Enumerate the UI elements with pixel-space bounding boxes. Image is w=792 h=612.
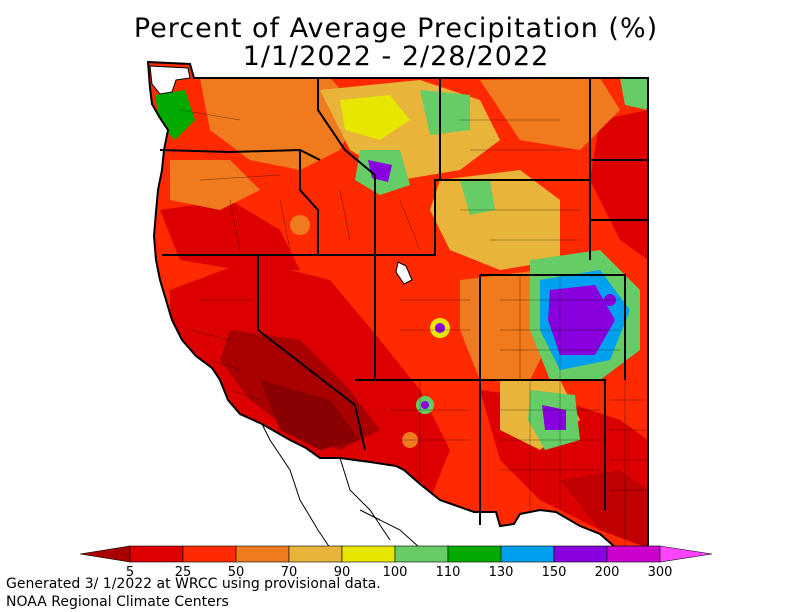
legend-swatch [129,545,184,563]
mexico-outline [261,423,421,549]
legend-tick-label: 130 [489,565,514,580]
legend-tick-label: 70 [281,565,298,580]
generated-note: Generated 3/ 1/2022 at WRCC using provis… [6,576,381,592]
source-credit: NOAA Regional Climate Centers [6,594,229,610]
legend-swatch [182,545,237,563]
legend-swatch [288,545,343,563]
legend-swatch [235,545,290,563]
great-salt-lake [395,261,413,285]
legend-tick-label: 300 [648,565,673,580]
legend-tick-label: 200 [595,565,620,580]
legend-tick-label: 5 [126,565,134,580]
legend-tick-label: 150 [542,565,567,580]
water-bodies [149,65,413,285]
legend-swatch [606,545,661,563]
legend-tick-label: 100 [383,565,408,580]
precip-contours [155,78,648,548]
legend-swatch [659,545,713,563]
map-title: Percent of Average Precipitation (%) [133,13,659,44]
county-lines [179,109,648,548]
legend-tick-label: 110 [436,565,461,580]
map-date-range: 1/1/2022 - 2/28/2022 [242,41,550,72]
legend-swatch [79,545,131,563]
legend-swatch [341,545,396,563]
legend-tick-label: 25 [175,565,192,580]
state-borders [147,61,649,549]
puget-sound [149,65,191,95]
legend-swatch [553,545,608,563]
legend-swatch [500,545,555,563]
legend-tick-label: 50 [228,565,245,580]
legend-tick-label: 90 [334,565,351,580]
legend-swatch [394,545,449,563]
legend-swatch [447,545,502,563]
